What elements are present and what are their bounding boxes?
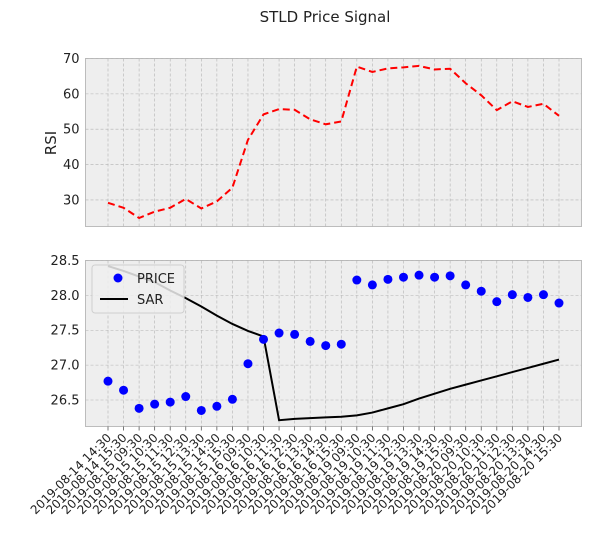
price-series <box>103 265 564 422</box>
rsi-y-ticks: 30 40 50 60 70 <box>63 52 80 208</box>
rsi-series <box>107 64 560 220</box>
rsi-y-tick-label: 60 <box>63 87 80 102</box>
price-point <box>336 339 346 349</box>
price-point <box>243 359 253 369</box>
rsi-y-tick-label: 50 <box>63 123 80 138</box>
rsi-plot-area <box>85 58 582 227</box>
rsi-y-tick-label: 70 <box>63 52 80 67</box>
price-point <box>103 376 113 386</box>
price-y-tick-label: 28.0 <box>51 289 80 304</box>
price-y-tick-label: 27.5 <box>51 324 80 339</box>
price-point <box>119 385 129 395</box>
rsi-panel: 30 40 50 60 70 RSI <box>42 52 582 227</box>
price-point <box>538 290 548 300</box>
legend-price-label: PRICE <box>137 272 175 287</box>
price-point <box>274 328 284 338</box>
rsi-line <box>107 64 560 220</box>
figure-title: STLD Price Signal <box>260 8 391 26</box>
price-point <box>398 272 408 282</box>
legend: PRICE SAR <box>91 264 185 314</box>
price-point <box>430 272 440 282</box>
legend-sar-label: SAR <box>137 293 163 308</box>
price-point <box>196 405 206 415</box>
rsi-y-tick-label: 30 <box>63 193 80 208</box>
price-point <box>134 403 144 413</box>
price-point <box>259 334 269 344</box>
price-point <box>227 394 237 404</box>
price-point <box>554 298 564 308</box>
price-point <box>212 401 222 411</box>
price-point <box>523 292 533 302</box>
price-panel: 26.5 27.0 27.5 28.0 28.5 2019-08-14 14:30201… <box>28 254 582 517</box>
rsi-y-axis-label: RSI <box>42 131 60 155</box>
price-point <box>414 270 424 280</box>
price-point <box>461 280 471 290</box>
price-point <box>290 329 300 339</box>
price-point <box>367 280 377 290</box>
legend-price-marker <box>113 273 123 283</box>
price-point <box>352 275 362 285</box>
price-point <box>445 271 455 281</box>
rsi-y-tick-label: 40 <box>63 158 80 173</box>
price-point <box>305 336 315 346</box>
price-point <box>383 274 393 284</box>
price-y-tick-label: 26.5 <box>51 393 80 408</box>
price-point <box>476 286 486 296</box>
price-point <box>321 341 331 351</box>
price-point <box>507 290 517 300</box>
price-y-tick-label: 28.5 <box>51 254 80 269</box>
price-y-tick-label: 27.0 <box>51 359 80 374</box>
rsi-grid <box>85 58 582 227</box>
price-point <box>165 397 175 407</box>
price-y-ticks: 26.5 27.0 27.5 28.0 28.5 <box>51 254 80 408</box>
price-point <box>492 297 502 307</box>
price-point <box>150 399 160 409</box>
price-point <box>181 392 191 402</box>
